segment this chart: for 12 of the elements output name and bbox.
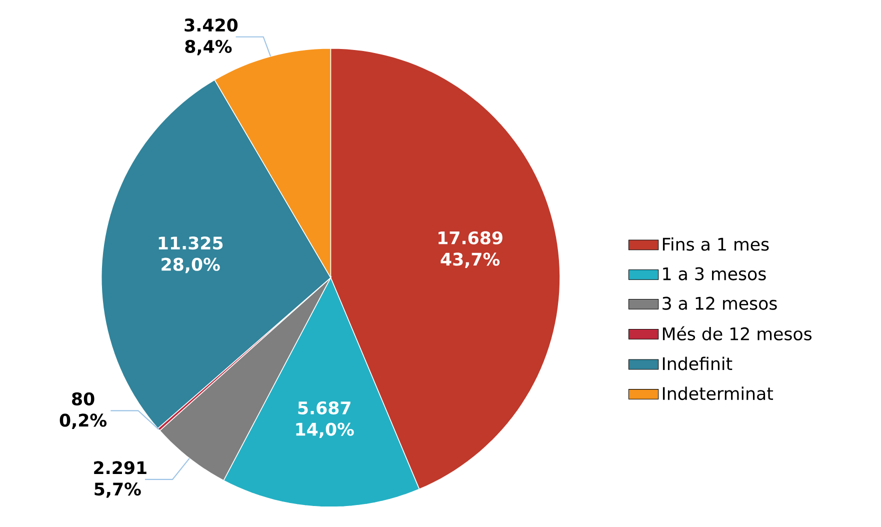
data-label: 5.687 14,0% (296, 401, 354, 438)
data-label: 3.420 8,4% (184, 18, 238, 56)
legend-label: Fins a 1 mes (662, 237, 769, 251)
legend-label: 1 a 3 mesos (663, 267, 766, 280)
legend-label: 3 a 12 mesos (662, 296, 777, 310)
data-label: 80 0,2% (60, 392, 107, 429)
data-label: 2.291 5,7% (94, 461, 146, 498)
data-label: 11.325 28,0% (158, 236, 223, 274)
legend-label: Indeterminat (662, 386, 774, 400)
legend-label: Indefinit (662, 356, 732, 370)
data-label: 17.689 43,7% (438, 231, 502, 268)
legend-label: Més de 12 mesos (662, 326, 812, 340)
